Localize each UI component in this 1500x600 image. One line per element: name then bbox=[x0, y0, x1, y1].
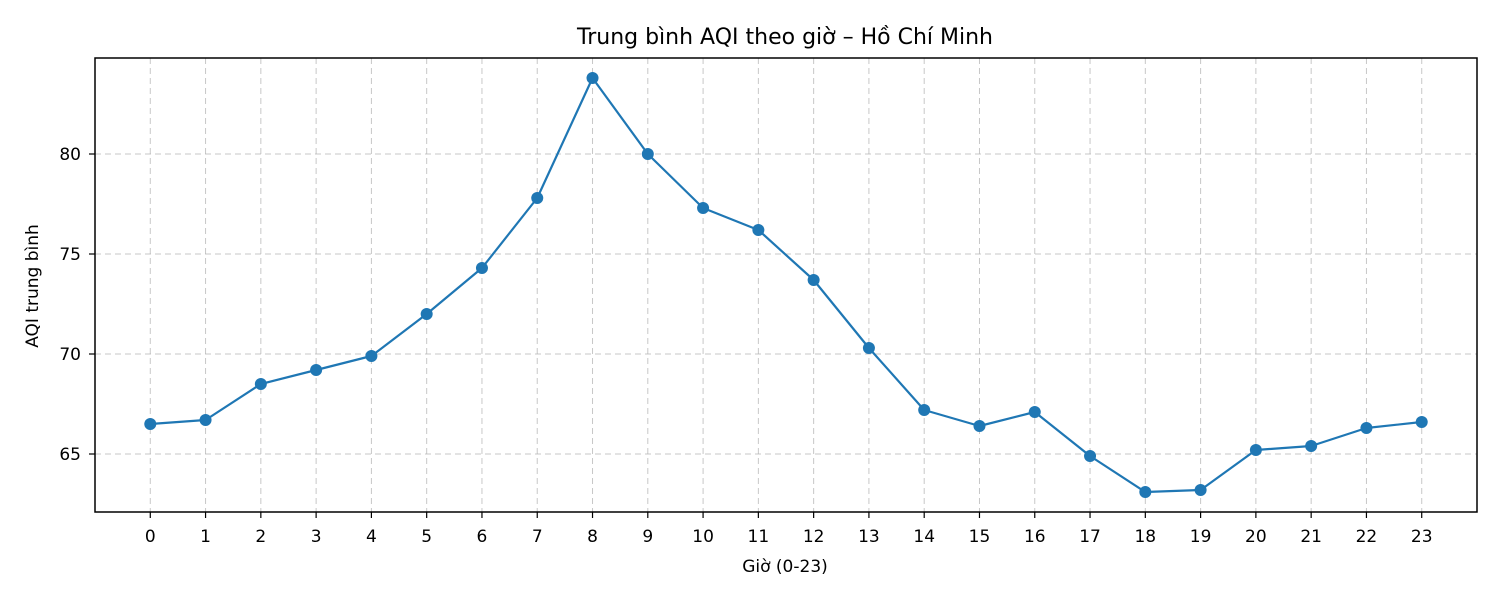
x-tick-label: 21 bbox=[1300, 527, 1322, 547]
data-point bbox=[862, 342, 875, 354]
x-tick-label: 5 bbox=[421, 527, 432, 547]
y-tick-label: 75 bbox=[59, 245, 81, 265]
data-point bbox=[1194, 484, 1207, 496]
x-tick-label: 23 bbox=[1411, 527, 1433, 547]
x-tick-label: 2 bbox=[255, 527, 266, 547]
x-tick-label: 14 bbox=[913, 527, 935, 547]
x-tick-label: 13 bbox=[858, 527, 880, 547]
x-tick-label: 15 bbox=[969, 527, 991, 547]
x-tick-label: 6 bbox=[477, 527, 488, 547]
axis-layer: 0 1 2 3 4 5 6 7 8 9 10 11 12 13 14 15 16 17 18 19 20 21 22 2365… bbox=[59, 57, 1478, 547]
y-axis-label: AQI trung bình bbox=[23, 224, 43, 348]
data-point bbox=[254, 378, 267, 390]
chart-title: Trung bình AQI theo giờ – Hồ Chí Minh bbox=[576, 25, 993, 50]
data-point bbox=[752, 224, 765, 236]
data-point bbox=[697, 202, 710, 214]
data-point bbox=[586, 72, 599, 84]
x-tick-label: 18 bbox=[1134, 527, 1156, 547]
data-point bbox=[420, 308, 433, 320]
x-tick-label: 11 bbox=[748, 527, 770, 547]
series-line bbox=[149, 76, 1423, 494]
data-point bbox=[1139, 486, 1152, 498]
plot-frame bbox=[94, 57, 1478, 513]
x-tick-label: 9 bbox=[642, 527, 653, 547]
x-tick-label: 19 bbox=[1190, 527, 1212, 547]
x-axis-label: Giờ (0-23) bbox=[742, 557, 828, 577]
data-point bbox=[1084, 450, 1097, 462]
x-tick-label: 10 bbox=[692, 527, 714, 547]
x-tick-label: 12 bbox=[803, 527, 825, 547]
y-tick-label: 80 bbox=[59, 145, 81, 165]
data-point bbox=[973, 420, 986, 432]
data-point bbox=[531, 192, 544, 204]
data-point bbox=[918, 404, 931, 416]
data-point bbox=[1360, 422, 1373, 434]
data-point bbox=[1028, 406, 1041, 418]
x-tick-label: 3 bbox=[311, 527, 322, 547]
series-layer bbox=[144, 72, 1428, 498]
x-tick-label: 17 bbox=[1079, 527, 1101, 547]
x-tick-label: 0 bbox=[145, 527, 156, 547]
data-point bbox=[199, 414, 212, 426]
data-point bbox=[1305, 440, 1318, 452]
data-point bbox=[1415, 416, 1428, 428]
data-point bbox=[1249, 444, 1262, 456]
x-tick-label: 7 bbox=[532, 527, 543, 547]
data-point bbox=[310, 364, 323, 376]
y-tick-label: 70 bbox=[59, 345, 81, 365]
y-tick-label: 65 bbox=[59, 445, 81, 465]
data-point bbox=[365, 350, 378, 362]
x-tick-label: 4 bbox=[366, 527, 377, 547]
data-point bbox=[144, 418, 157, 430]
x-tick-label: 8 bbox=[587, 527, 598, 547]
grid-layer bbox=[95, 58, 1477, 512]
x-tick-label: 20 bbox=[1245, 527, 1267, 547]
x-tick-label: 22 bbox=[1356, 527, 1378, 547]
data-point bbox=[475, 262, 488, 274]
data-point bbox=[807, 274, 820, 286]
x-tick-label: 1 bbox=[200, 527, 211, 547]
x-tick-label: 16 bbox=[1024, 527, 1046, 547]
data-point bbox=[641, 148, 654, 160]
